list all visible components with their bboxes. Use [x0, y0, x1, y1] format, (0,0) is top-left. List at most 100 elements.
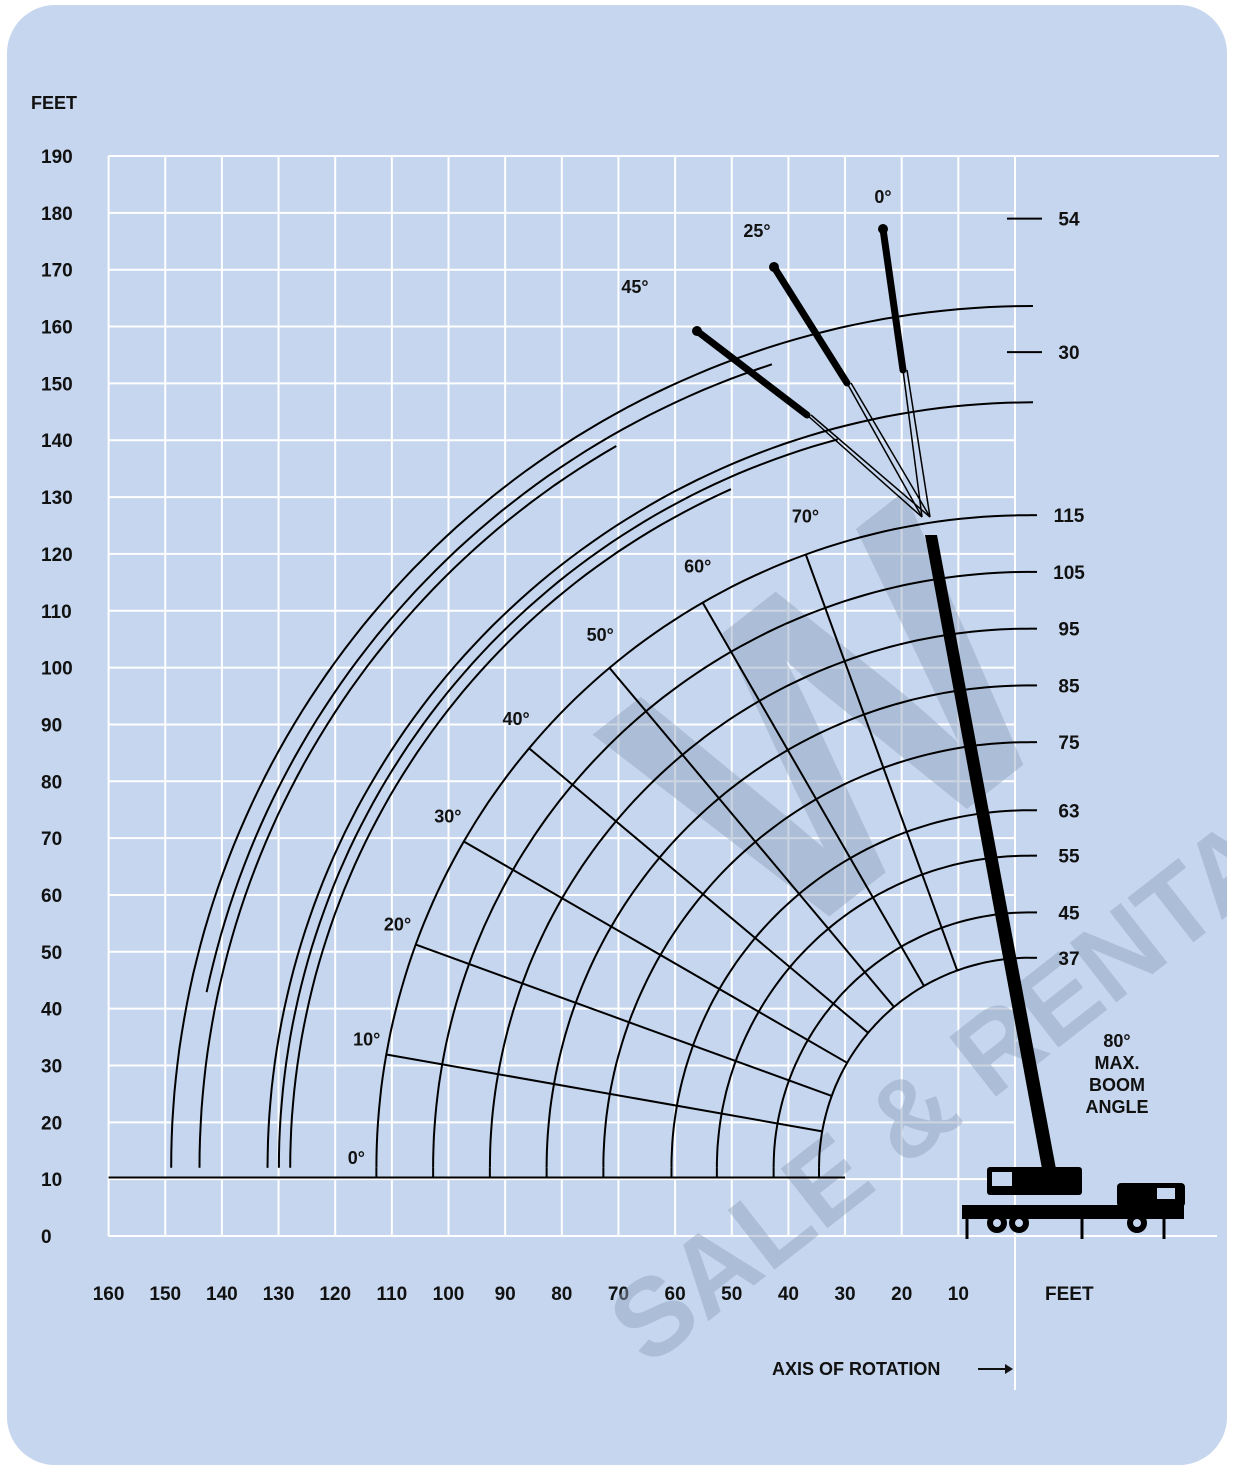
max-boom-angle-text-1: MAX.: [1095, 1053, 1140, 1073]
y-tick-label: 30: [41, 1056, 62, 1077]
boom-angle-label: 30°: [434, 806, 461, 826]
y-tick-label: 80: [41, 772, 62, 793]
x-tick-label: 100: [433, 1284, 465, 1305]
jib-solid: [879, 225, 907, 374]
arrow-right-icon: [978, 1364, 1013, 1374]
carrier-cab-window: [1157, 1188, 1175, 1199]
boom-length-arc: [772, 911, 1030, 1168]
x-tick-label: 50: [721, 1284, 742, 1305]
y-tick-label: 180: [41, 204, 73, 225]
boom-length-arc: [488, 627, 1029, 1168]
jib-lattice: [846, 382, 923, 518]
jib-lattice: [906, 369, 931, 518]
x-tick-label: 90: [495, 1284, 516, 1305]
chart-panel: 0 10 20 30 40 50 60 70 80 90 100 110 120 130 140 150 160…: [7, 5, 1227, 1465]
boom-length-label: 95: [1058, 620, 1080, 641]
boom-length-arc: [432, 570, 1030, 1168]
boom-length-label: 105: [1053, 563, 1085, 584]
grid: 0 10 20 30 40 50 60 70 80 90 100 110 120 130 140 150 160…: [41, 147, 1219, 1390]
y-tick-label: 170: [41, 261, 73, 282]
jib-lattice: [850, 382, 931, 518]
x-tick-label: 150: [149, 1284, 181, 1305]
x-tick-label: 20: [891, 1284, 912, 1305]
y-tick-label: 100: [41, 659, 73, 680]
x-tick-label: 160: [93, 1284, 125, 1305]
jib-length-label: 30: [1058, 343, 1079, 364]
jib-lattice: [902, 369, 923, 518]
boom-length-label: 75: [1058, 733, 1080, 754]
jib-arc-54-inner: [205, 363, 773, 993]
jib-tip: [692, 326, 702, 336]
jib-solid: [770, 263, 851, 387]
max-boom-angle-value: 80°: [1103, 1031, 1130, 1051]
jib-lattice: [806, 414, 923, 518]
jib-offset-label: 0°: [874, 187, 891, 207]
jib-lattice: [810, 414, 931, 518]
max-boom-angle-text-3: ANGLE: [1086, 1097, 1149, 1117]
boom-length-label: 85: [1058, 676, 1080, 697]
radius-curves: [108, 217, 1042, 1179]
crane-drawing: [692, 224, 1185, 1239]
y-axis-unit-label: FEET: [31, 93, 77, 113]
boom-angle-ray: [608, 667, 895, 1008]
y-tick-label: 190: [41, 147, 73, 168]
watermark: W SALE & RENTAL: [537, 417, 1227, 1387]
y-tick-label: 10: [41, 1170, 62, 1191]
boom-angle-ray: [463, 840, 848, 1064]
y-tick-label: 150: [41, 374, 73, 395]
boom-angle-ray: [701, 602, 925, 987]
x-tick-label: 110: [377, 1284, 408, 1305]
boom-angle-label: 50°: [587, 625, 614, 645]
boom-length-label: 55: [1058, 847, 1080, 868]
x-tick-label: 80: [551, 1284, 572, 1305]
jib-arc-30-inner2: [289, 488, 732, 1168]
boom-length-arc: [670, 809, 1029, 1168]
y-tick-label: 140: [41, 431, 73, 452]
y-tick-label: 90: [41, 715, 62, 736]
y-tick-label: 50: [41, 943, 62, 964]
x-axis-unit-label: FEET: [1045, 1284, 1094, 1305]
jib-arc-mid: [198, 445, 617, 1168]
jib-arc-30-inner: [277, 438, 839, 1168]
x-tick-label: 10: [948, 1284, 969, 1305]
jib-offset-label: 25°: [743, 221, 770, 241]
boom-length-label: 45: [1058, 903, 1080, 924]
jib-length-label: 54: [1058, 210, 1080, 231]
y-tick-label: 120: [41, 545, 73, 566]
jib-arc-54: [170, 305, 1034, 1168]
x-tick-label: 30: [834, 1284, 855, 1305]
boom-angle-label: 60°: [684, 557, 711, 577]
upper-cab-window: [992, 1172, 1012, 1186]
boom-length-arc: [818, 956, 1029, 1168]
main-boom: [925, 535, 1059, 1185]
x-tick-label: 40: [778, 1284, 799, 1305]
max-boom-angle-text-2: BOOM: [1089, 1075, 1145, 1095]
y-tick-label: 20: [41, 1113, 62, 1134]
boom-angle-ray: [386, 1053, 823, 1133]
range-chart: 0 10 20 30 40 50 60 70 80 90 100 110 120 130 140 150 160…: [31, 93, 1227, 1390]
x-tick-label: 130: [263, 1284, 295, 1305]
boom-angle-label: 40°: [502, 709, 529, 729]
boom-angle-label: 20°: [384, 914, 411, 934]
jib-tip: [769, 262, 779, 272]
boom-angle-ray: [415, 943, 833, 1097]
jib-arc-30: [266, 401, 1034, 1168]
jib-offset-label: 45°: [621, 277, 648, 297]
boom-angle-ray: [528, 747, 869, 1034]
y-tick-label: 70: [41, 829, 62, 850]
boom-length-arc: [375, 514, 1030, 1168]
boom-length-label: 115: [1054, 506, 1085, 527]
y-tick-label: 60: [41, 886, 62, 907]
labels: 115 105 95 85 75 63 55 45 37 0° 10° 20° 30° 40° 50° 60°…: [348, 187, 1086, 1168]
boom-length-label: 37: [1058, 949, 1079, 970]
jib-solid: [693, 327, 811, 419]
wheel-hub: [1015, 1219, 1023, 1227]
axis-of-rotation-label: AXIS OF ROTATION: [772, 1359, 940, 1379]
y-tick-label: 40: [41, 1000, 62, 1021]
boom-length-arc: [602, 741, 1029, 1168]
jib-tip: [878, 224, 888, 234]
boom-angle-label: 70°: [792, 506, 819, 526]
wheel-hub: [1133, 1219, 1141, 1227]
x-tick-label: 60: [665, 1284, 686, 1305]
boom-length-arc: [545, 684, 1030, 1168]
